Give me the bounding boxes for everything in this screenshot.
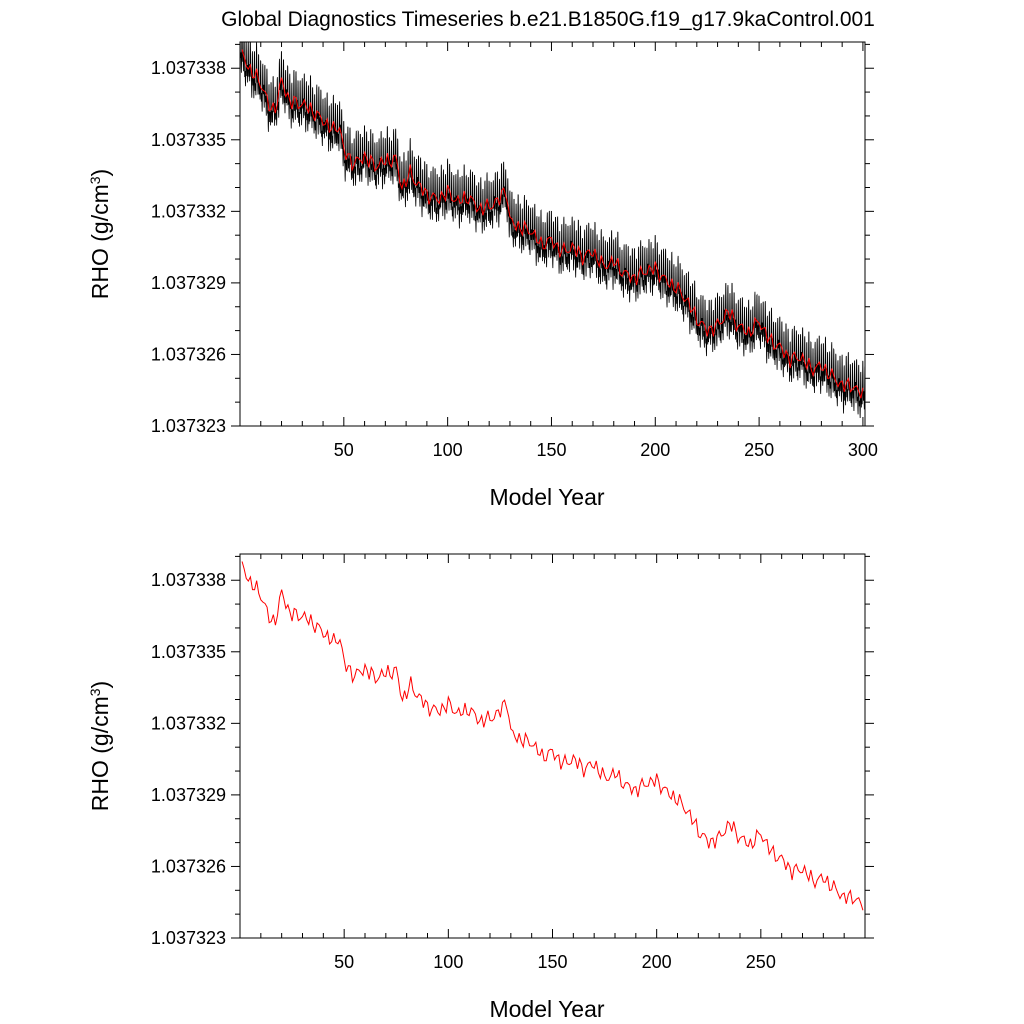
- x-axis-label: Model Year: [489, 484, 604, 510]
- x-tick-label: 150: [537, 952, 567, 972]
- y-axis-label: RHO (g/cm3): [87, 681, 113, 811]
- y-axis-label-superscript: 3: [87, 688, 103, 696]
- x-axis-label: Model Year: [489, 996, 604, 1022]
- panel-annual: 50 100 150 200 250 1.037323 1.037326 1.037329 1.…: [87, 553, 874, 1022]
- monthly-series-line: [240, 42, 865, 418]
- plot-frame: [239, 41, 866, 427]
- series-annual-mean: [241, 49, 864, 399]
- annual-mean-series-line: [241, 49, 864, 399]
- x-tick-label: 50: [334, 952, 354, 972]
- axis-ticks: [231, 554, 874, 939]
- tick-labels: 50 100 150 200 250 1.037323 1.037326 1.037329 1.…: [151, 570, 776, 972]
- y-tick-label: 1.037323: [151, 928, 226, 948]
- series-monthly: [240, 42, 865, 418]
- x-tick-label: 250: [744, 440, 774, 460]
- y-tick-label: 1.037326: [151, 344, 226, 364]
- y-axis-label-superscript: 3: [87, 176, 103, 184]
- y-tick-label: 1.037332: [151, 201, 226, 221]
- y-axis-label: RHO (g/cm3): [87, 169, 113, 299]
- y-tick-label: 1.037332: [151, 713, 226, 733]
- y-tick-label: 1.037326: [151, 856, 226, 876]
- axis-ticks: [231, 42, 874, 427]
- x-tick-label: 300: [848, 440, 878, 460]
- series-annual-mean: [241, 561, 864, 911]
- x-tick-label: 50: [334, 440, 354, 460]
- x-tick-label: 200: [640, 440, 670, 460]
- y-tick-label: 1.037338: [151, 570, 226, 590]
- plot-frame: [239, 553, 866, 939]
- x-tick-label: 150: [536, 440, 566, 460]
- annual-mean-series-line: [241, 561, 864, 911]
- x-tick-label: 250: [746, 952, 776, 972]
- plot-title: Global Diagnostics Timeseries b.e21.B185…: [221, 8, 875, 31]
- x-tick-label: 200: [642, 952, 672, 972]
- panel-monthly-and-annual: 50 100 150 200 250 300 1.037323 1.037326 1.03732…: [87, 41, 878, 510]
- y-tick-label: 1.037338: [151, 58, 226, 78]
- y-tick-label: 1.037329: [151, 785, 226, 805]
- y-tick-label: 1.037329: [151, 273, 226, 293]
- tick-labels: 50 100 150 200 250 300 1.037323 1.037326 1.03732…: [151, 58, 878, 460]
- x-tick-label: 100: [433, 952, 463, 972]
- y-tick-label: 1.037323: [151, 416, 226, 436]
- y-tick-label: 1.037335: [151, 130, 226, 150]
- y-tick-label: 1.037335: [151, 642, 226, 662]
- x-tick-label: 100: [433, 440, 463, 460]
